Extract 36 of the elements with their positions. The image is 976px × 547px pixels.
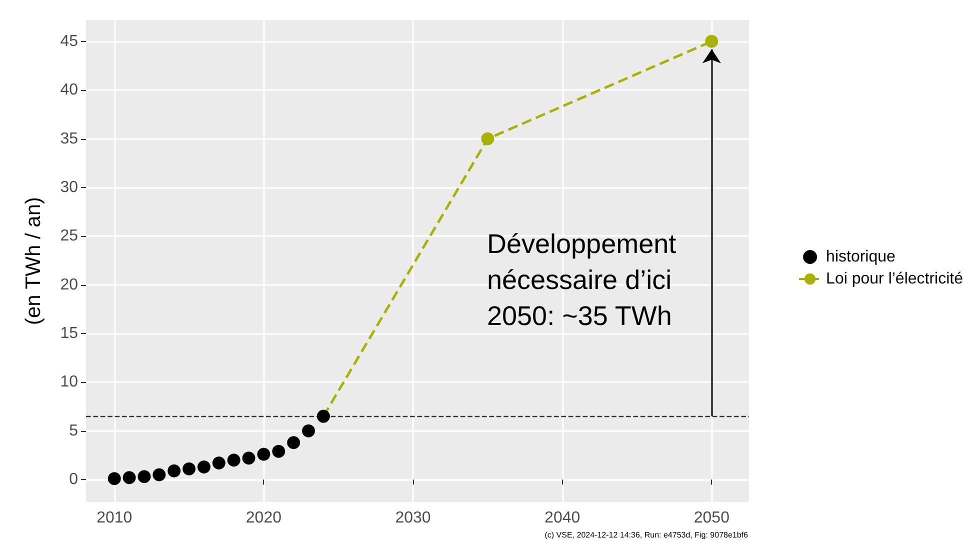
x-tick-label: 2030 bbox=[395, 510, 431, 526]
y-tick-label: 15 bbox=[60, 325, 78, 342]
point bbox=[212, 456, 226, 470]
y-tick-label: 40 bbox=[60, 82, 78, 99]
y-tick-label: 30 bbox=[60, 178, 78, 196]
point bbox=[705, 34, 718, 48]
y-tick-label: 10 bbox=[60, 374, 78, 391]
y-tick-label: 45 bbox=[60, 32, 78, 50]
point bbox=[272, 444, 286, 458]
x-tick-label: 2010 bbox=[96, 510, 132, 526]
x-tick-label: 2040 bbox=[544, 510, 580, 526]
y-tick-label: 0 bbox=[69, 471, 78, 488]
legend-label: Loi pour l’électricité bbox=[826, 270, 964, 288]
y-tick-label: 20 bbox=[60, 276, 78, 294]
point bbox=[227, 454, 240, 467]
point bbox=[138, 470, 151, 484]
point bbox=[152, 468, 166, 482]
y-tick-label: 5 bbox=[69, 422, 78, 440]
point bbox=[302, 424, 315, 438]
text: (c) VSE, 2024-12-12 14:36, Run: e4753d, Fig: 9078e1bf6 bbox=[544, 530, 749, 540]
point bbox=[197, 460, 210, 474]
legend-label: historique bbox=[826, 248, 896, 266]
point bbox=[168, 464, 181, 478]
point bbox=[122, 471, 136, 484]
x-tick-label: 2050 bbox=[694, 510, 730, 526]
point bbox=[242, 452, 256, 465]
annotation: Développement nécessaire d’ici 2050: ~35 TWh bbox=[487, 229, 677, 331]
y-axis-title: (en TWh / an) bbox=[22, 197, 45, 325]
point bbox=[287, 436, 300, 450]
point bbox=[481, 132, 494, 146]
point bbox=[108, 472, 121, 486]
y-tick-label: 35 bbox=[60, 130, 78, 148]
y-tick-label: 25 bbox=[60, 228, 78, 245]
x-tick-label: 2020 bbox=[246, 510, 282, 526]
point bbox=[182, 462, 196, 476]
point bbox=[257, 448, 270, 461]
